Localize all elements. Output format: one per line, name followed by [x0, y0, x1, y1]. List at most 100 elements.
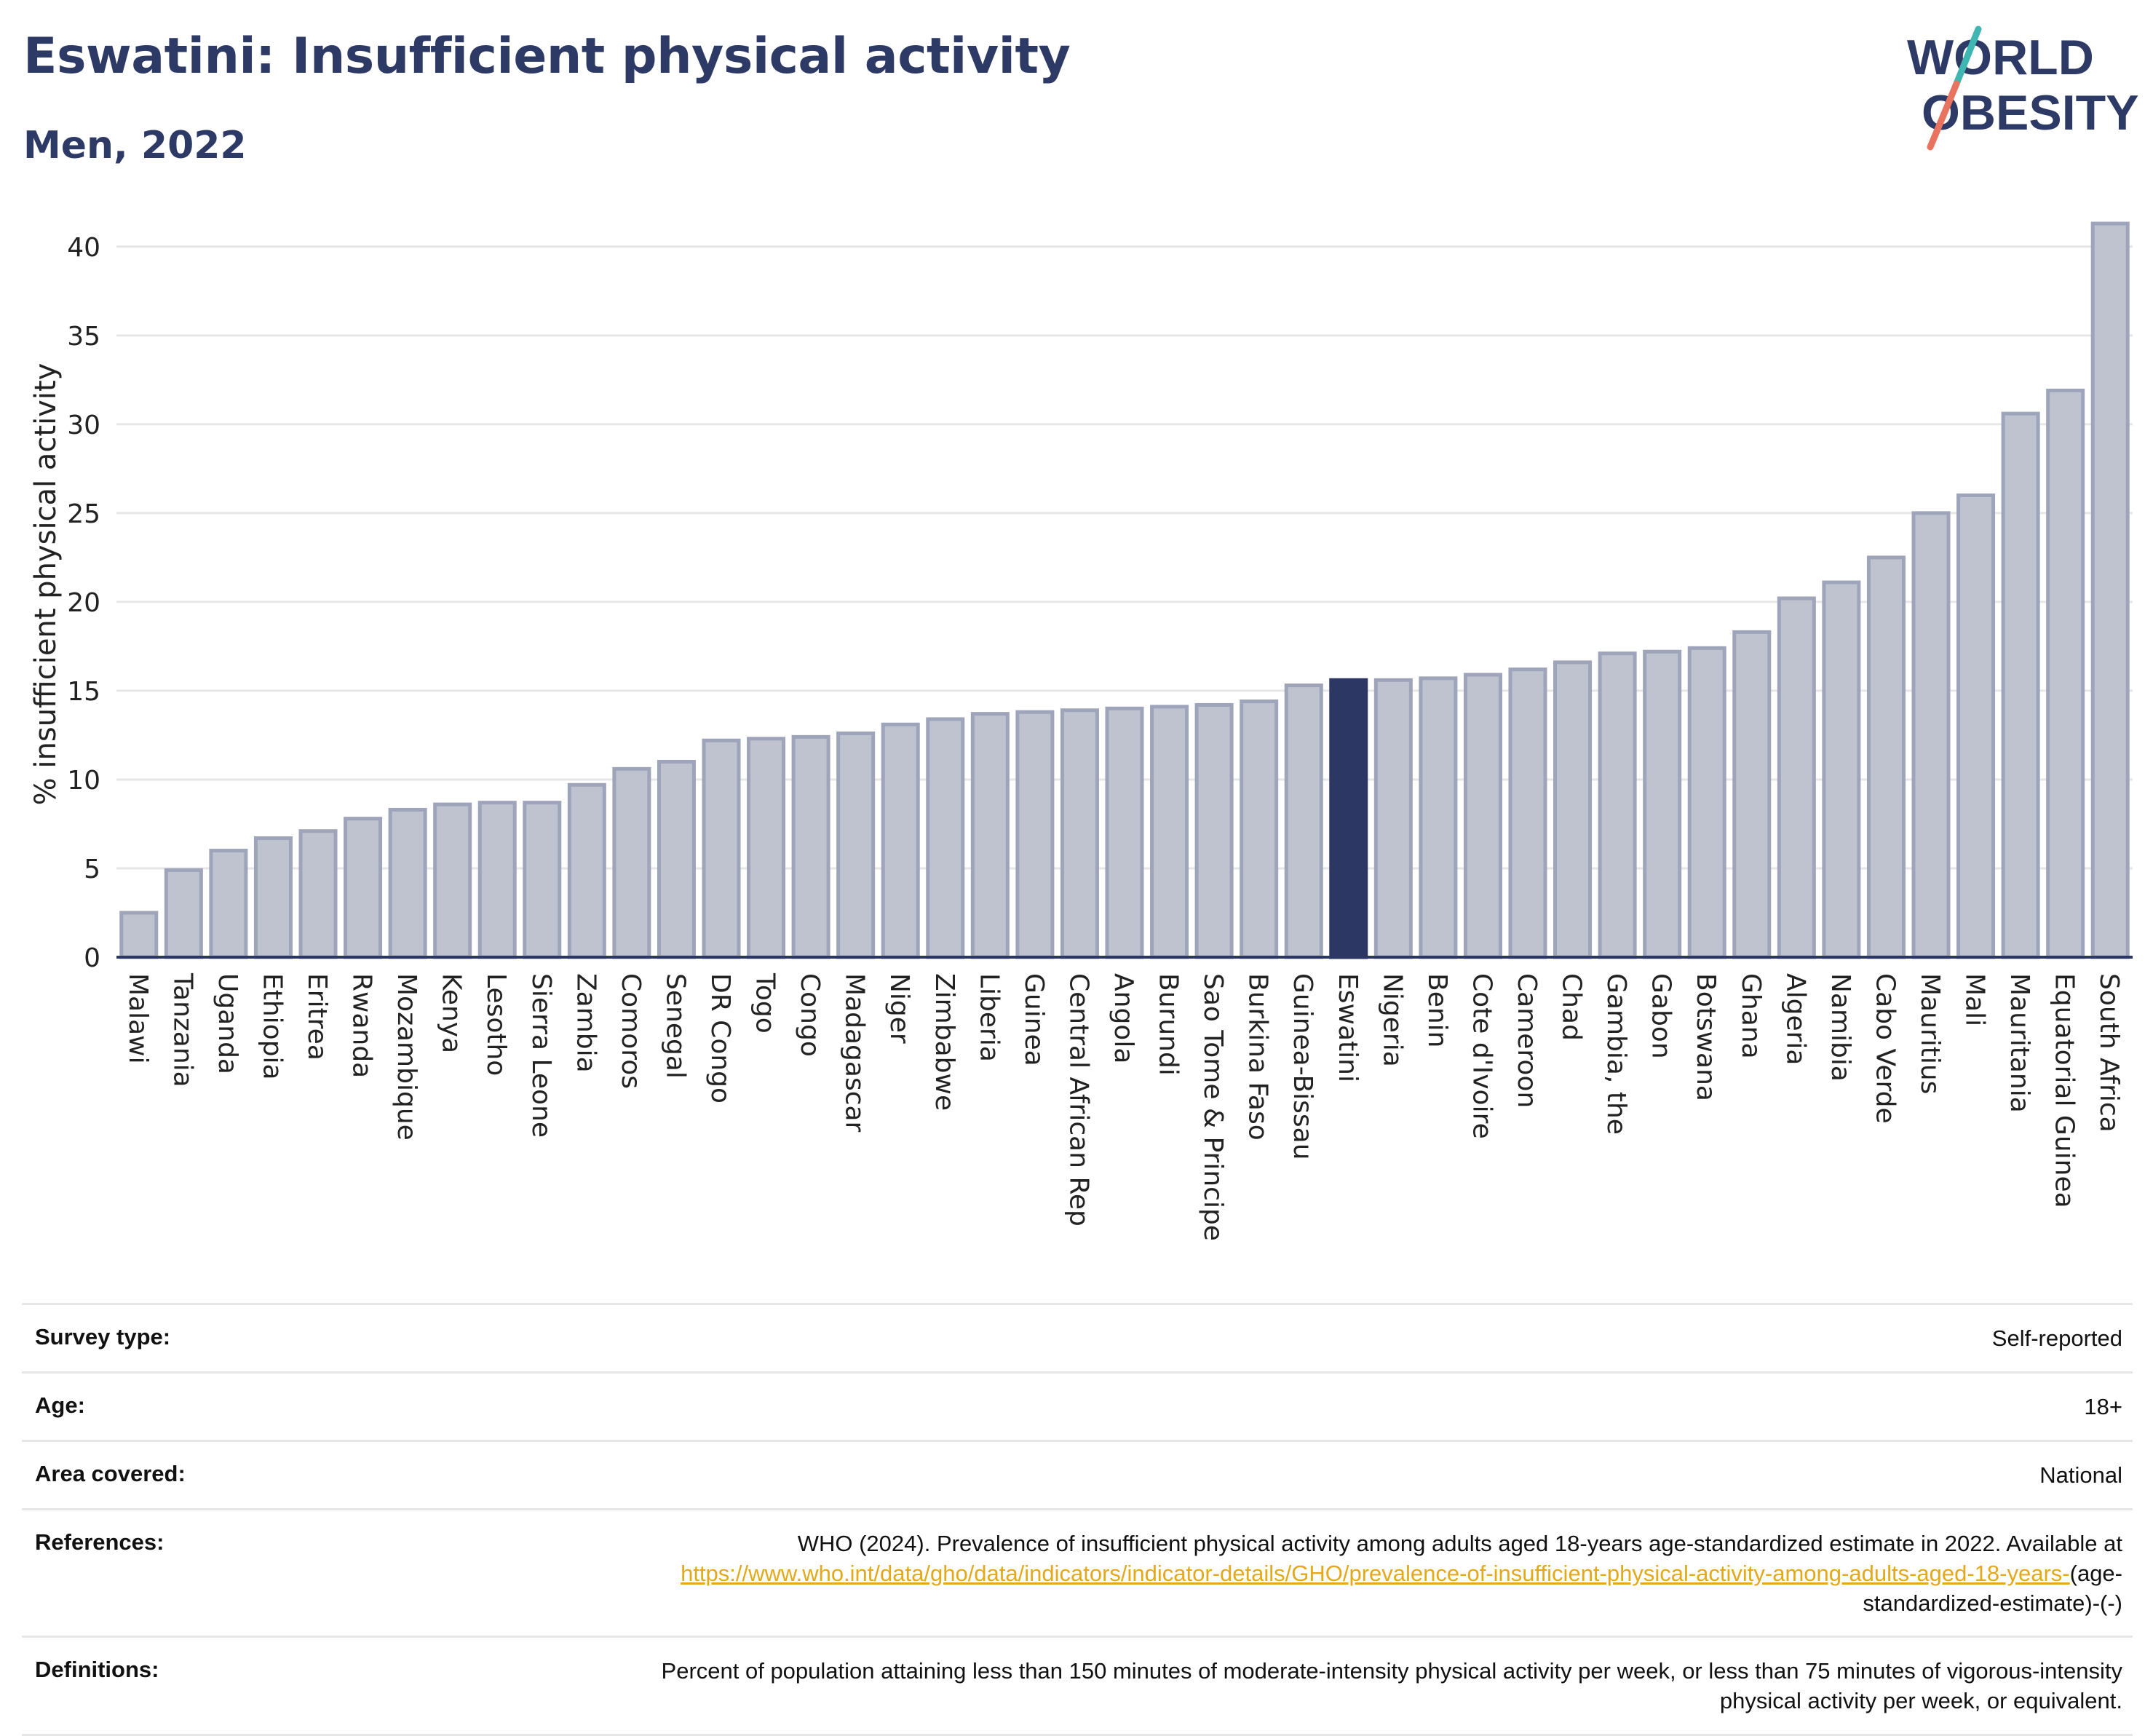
info-row-area: Area covered: National — [22, 1439, 2133, 1508]
world-obesity-logo: WORLD OBESITY — [1907, 25, 2139, 151]
bar — [836, 732, 876, 959]
area-value: National — [2039, 1462, 2122, 1488]
x-tick-label: Eritrea — [302, 973, 332, 1061]
y-axis-label: % insufficient physical activity — [29, 363, 63, 806]
bar — [477, 801, 517, 959]
x-tick-label: Rwanda — [347, 973, 377, 1078]
bar — [1822, 580, 1861, 959]
x-tick-label: Sierra Leone — [526, 973, 556, 1138]
references-label: References: — [35, 1529, 164, 1555]
y-tick-label: 10 — [67, 766, 100, 796]
definitions-value: Percent of population attaining less tha… — [661, 1658, 2122, 1714]
x-tick-label: Mauritius — [1915, 973, 1945, 1094]
x-tick-label: Namibia — [1825, 973, 1855, 1082]
chart-title: Eswatini: Insufficient physical activity — [23, 28, 1071, 85]
y-tick-label: 5 — [84, 855, 100, 884]
bar — [2046, 388, 2085, 959]
references-suffix: (age-standardized-estimate)-(-) — [1863, 1560, 2122, 1616]
bar — [747, 737, 786, 959]
bar — [702, 738, 741, 959]
info-row-references: References: WHO (2024). Prevalence of in… — [22, 1507, 2133, 1636]
x-tick-label: Kenya — [437, 973, 467, 1053]
x-tick-label: Chad — [1557, 973, 1587, 1041]
y-tick-label: 35 — [67, 322, 100, 352]
x-tick-label: Liberia — [974, 973, 1004, 1062]
bar — [1553, 660, 1593, 959]
bar — [2001, 411, 2040, 959]
bar — [567, 782, 606, 959]
bar — [1732, 630, 1772, 959]
x-tick-label: Malawi — [123, 973, 153, 1064]
bar — [1105, 706, 1144, 959]
x-tick-label: Zambia — [571, 973, 600, 1073]
x-tick-label: Gabon — [1646, 973, 1676, 1059]
bar — [344, 817, 383, 959]
x-tick-label: Comoros — [616, 973, 646, 1089]
x-tick-label: Senegal — [660, 973, 690, 1079]
definitions-label: Definitions: — [35, 1657, 159, 1683]
bar — [657, 760, 696, 959]
x-tick-label: Gambia, the — [1601, 973, 1631, 1135]
bar — [1866, 555, 1906, 959]
info-row-definitions: Definitions: Percent of population attai… — [22, 1636, 2133, 1736]
x-tick-label: Cameroon — [1512, 973, 1542, 1108]
y-tick-label: 40 — [67, 233, 100, 263]
x-tick-label: Central African Rep — [1063, 973, 1093, 1226]
x-tick-label: Ethiopia — [257, 973, 287, 1080]
x-tick-label: Uganda — [213, 973, 242, 1074]
info-row-age: Age: 18+ — [22, 1371, 2133, 1440]
bar — [298, 829, 338, 959]
x-tick-label: Niger — [884, 973, 914, 1044]
bar — [433, 802, 472, 959]
logo-slash-bottom-icon — [1927, 80, 1960, 151]
bar — [1777, 596, 1816, 959]
bar — [119, 911, 159, 959]
survey-type-value: Self-reported — [1991, 1325, 2122, 1351]
info-row-survey-type: Survey type: Self-reported — [22, 1303, 2133, 1371]
x-tick-label: Madagascar — [840, 973, 870, 1133]
bar — [1194, 702, 1234, 959]
bar — [791, 734, 830, 959]
bar — [1060, 708, 1099, 959]
references-text: WHO (2024). Prevalence of insufficient p… — [797, 1530, 2122, 1556]
area-label: Area covered: — [35, 1460, 186, 1486]
age-value: 18+ — [2084, 1393, 2122, 1419]
x-tick-label: Congo — [795, 973, 825, 1057]
x-tick-label: Lesotho — [481, 973, 511, 1076]
bar — [1911, 511, 1951, 959]
bar — [1956, 493, 1996, 959]
logo-line-1: WORLD — [1907, 30, 2094, 85]
x-tick-label: Guinea — [1019, 973, 1049, 1066]
y-tick-label: 0 — [84, 943, 100, 973]
x-tick-label: Cote d'Ivoire — [1467, 973, 1496, 1139]
info-table: Survey type: Self-reported Age: 18+ Area… — [22, 1303, 2133, 1736]
bar — [1643, 649, 1682, 959]
age-label: Age: — [35, 1392, 85, 1418]
x-tick-label: Angola — [1109, 973, 1138, 1063]
logo-line-2: OBESITY — [1922, 85, 2139, 140]
bar — [881, 722, 920, 959]
bar — [1463, 673, 1502, 959]
bar — [388, 807, 427, 959]
bar — [1329, 678, 1368, 959]
bar — [926, 717, 965, 959]
bar — [1240, 699, 1279, 959]
x-tick-label: Zimbabwe — [929, 973, 959, 1111]
survey-type-label: Survey type: — [35, 1324, 171, 1349]
bar — [2090, 221, 2130, 959]
bar — [209, 849, 248, 959]
chart-subtitle: Men, 2022 — [23, 124, 247, 167]
x-tick-label: Mozambique — [392, 973, 421, 1141]
x-tick-label: Sao Tome & Principe — [1198, 973, 1228, 1241]
bar — [164, 868, 203, 959]
x-tick-label: DR Congo — [705, 973, 735, 1103]
references-link[interactable]: https://www.who.int/data/gho/data/indica… — [681, 1560, 2070, 1586]
bar-chart: 0 5 10 15 20 25 30 35 40 % insufficient physical … — [29, 221, 2133, 1241]
x-tick-label: Mali — [1960, 973, 1990, 1026]
bar — [1598, 651, 1637, 959]
y-tick-label: 20 — [67, 588, 100, 618]
y-tick-label: 30 — [67, 411, 100, 440]
x-tick-label: South Africa — [2094, 973, 2124, 1133]
x-tick-label: Mauritania — [2005, 973, 2034, 1113]
x-tick-label: Tanzania — [167, 972, 197, 1087]
